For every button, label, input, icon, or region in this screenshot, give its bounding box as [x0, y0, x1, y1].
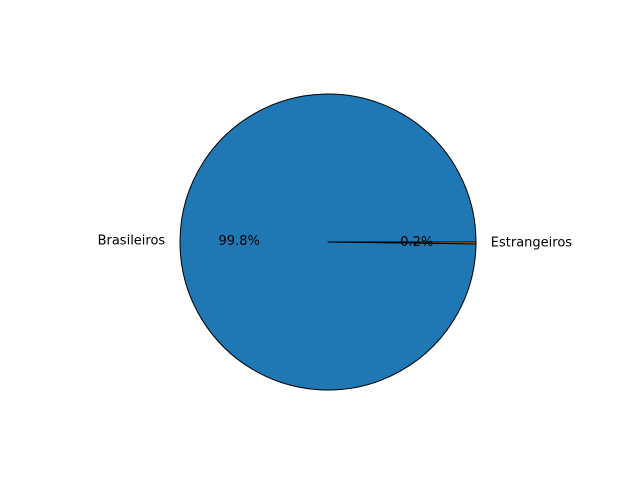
category-label-brasileiros: Brasileiros — [98, 233, 166, 248]
pie-slices — [179, 93, 477, 391]
percent-label-estrangeiros: 0.2% — [400, 235, 433, 250]
pie-labels: Brasileiros 99.8% Estrangeiros 0.2% — [98, 233, 573, 250]
pie-slice-estrangeiros — [327, 241, 477, 245]
percent-label-brasileiros: 99.8% — [219, 234, 260, 249]
category-label-estrangeiros: Estrangeiros — [491, 236, 573, 251]
